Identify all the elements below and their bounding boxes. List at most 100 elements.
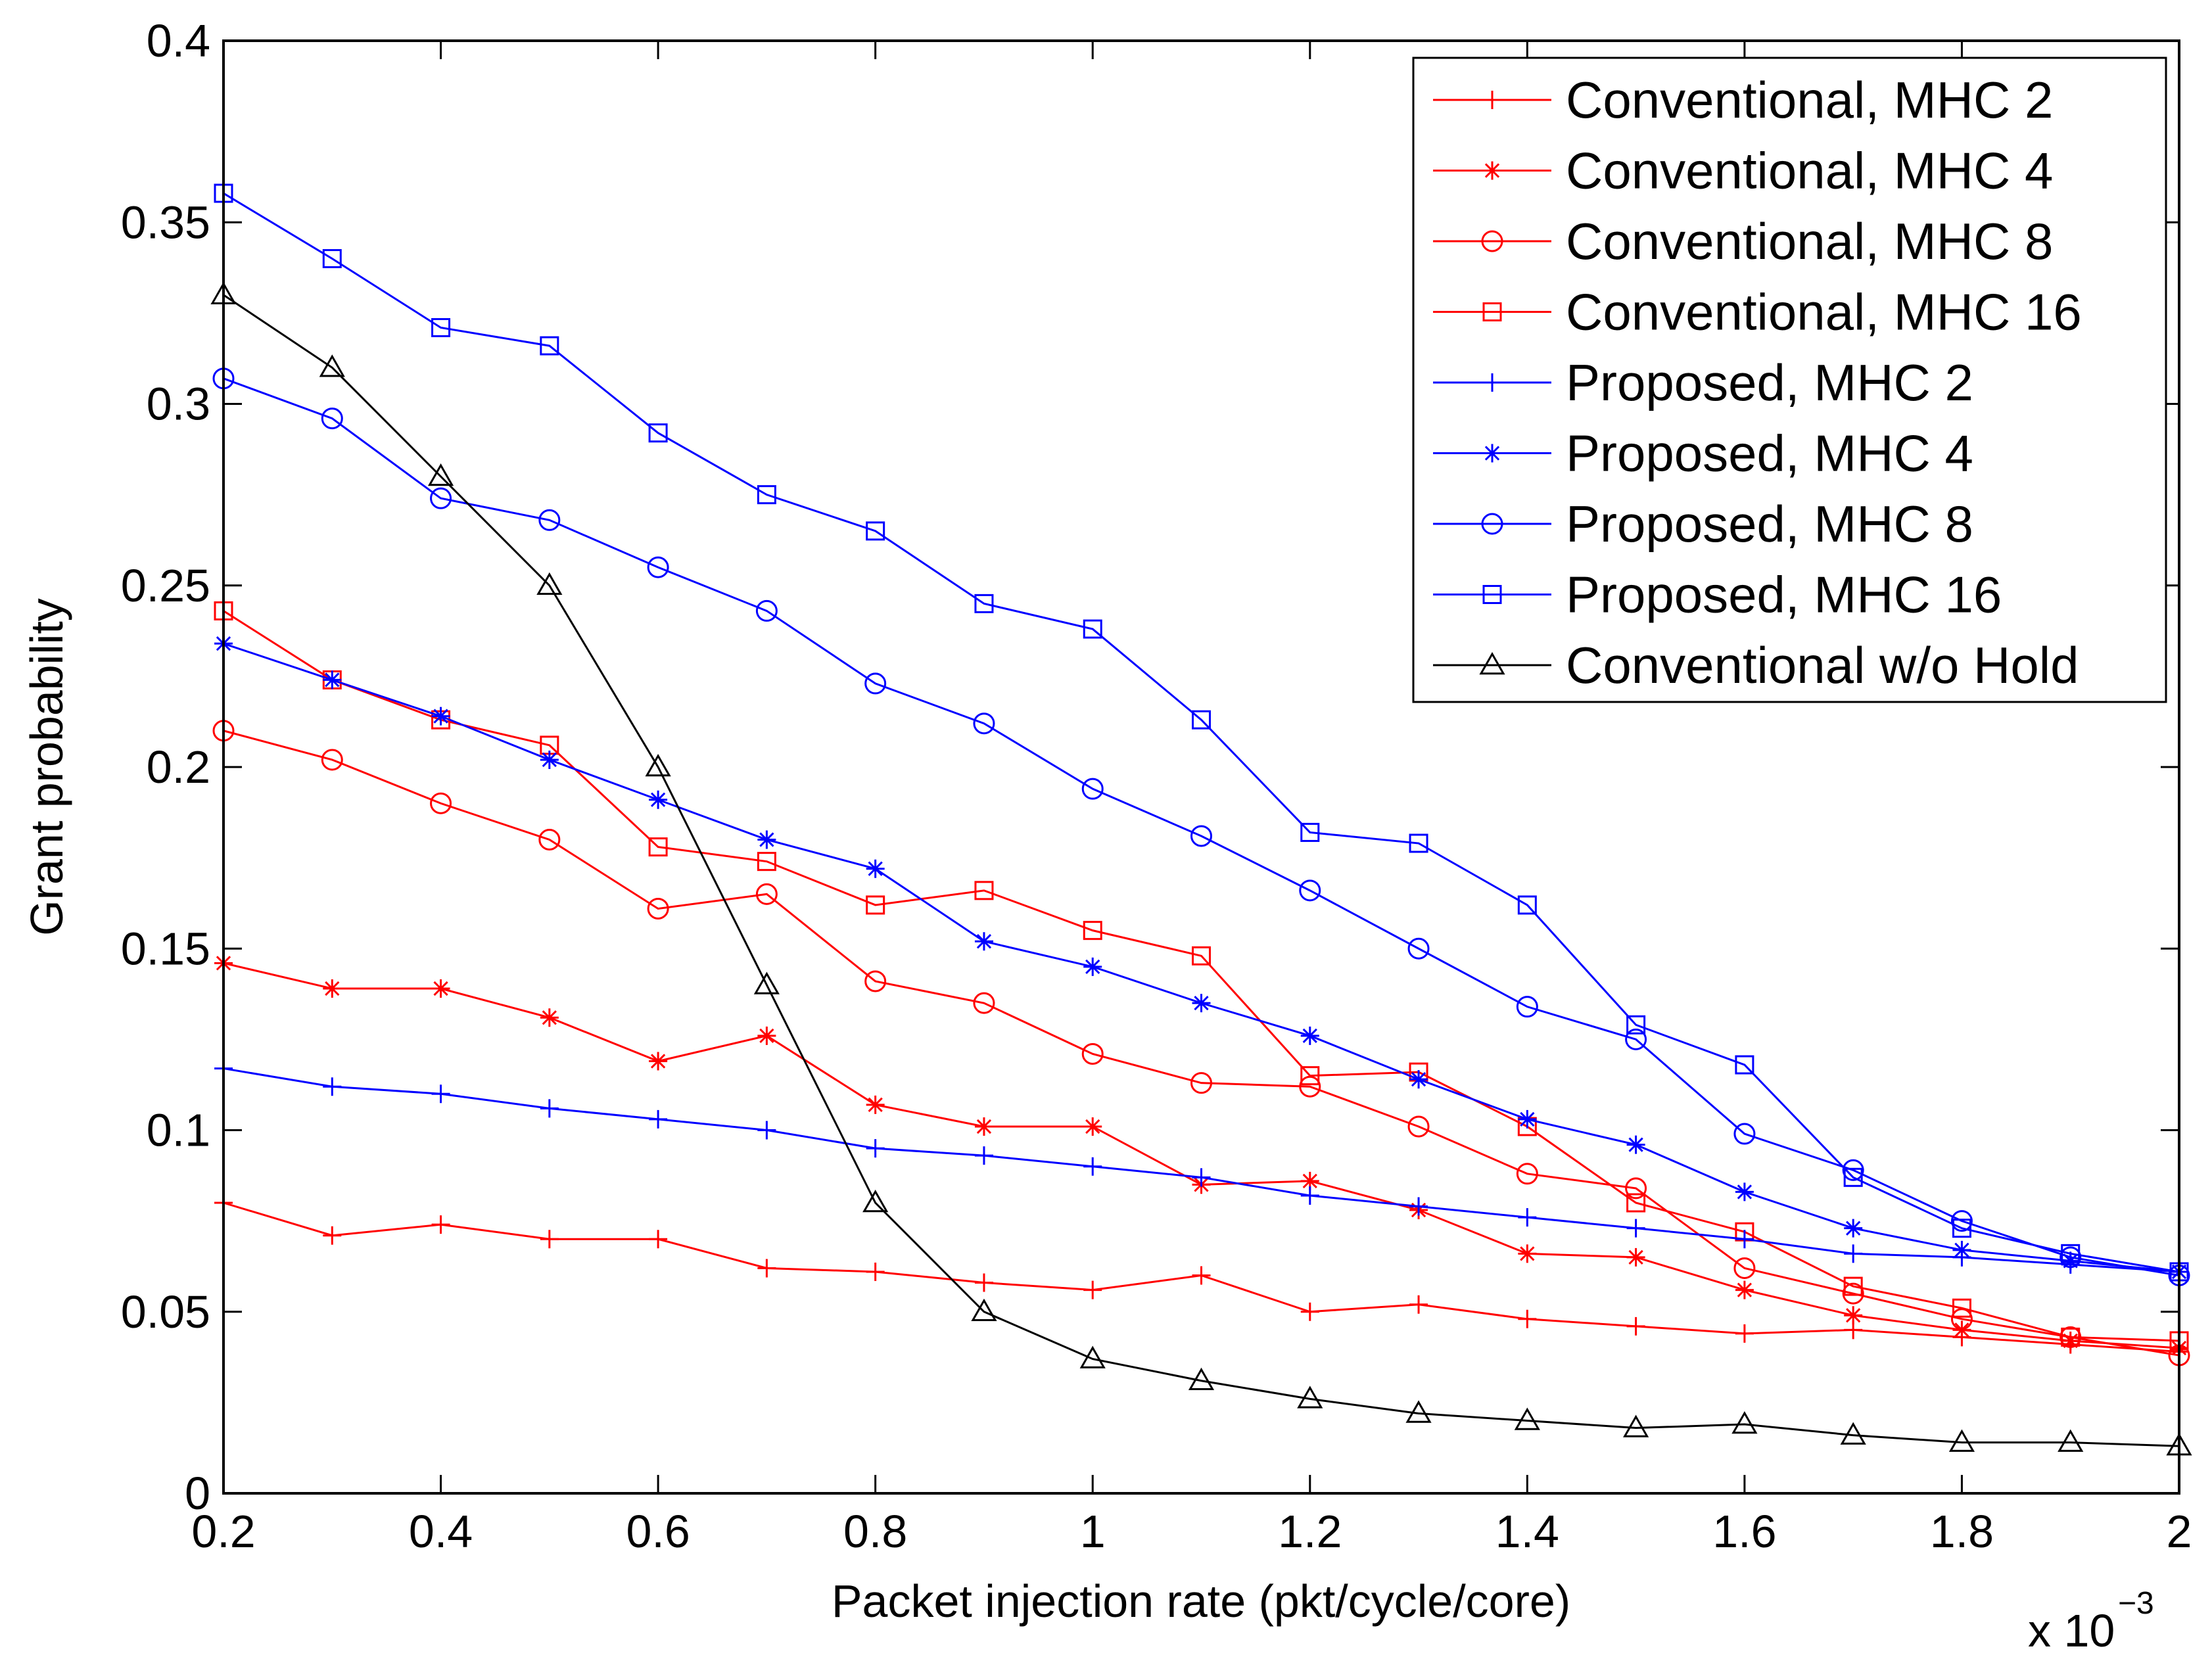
data-point-marker (755, 599, 778, 622)
x-tick-label: 2 (2167, 1506, 2192, 1557)
data-point-marker (649, 790, 668, 809)
data-point-marker (757, 485, 776, 505)
legend-label: Conventional, MHC 16 (1566, 283, 2082, 341)
data-point-marker (321, 408, 343, 430)
data-point-marker (1083, 1280, 1102, 1299)
data-point-marker (323, 670, 342, 689)
legend-label: Conventional, MHC 8 (1566, 212, 2053, 270)
data-point-marker (1300, 822, 1320, 842)
data-point-marker (1952, 1219, 1971, 1238)
data-point-marker (645, 753, 671, 777)
data-point-marker (540, 336, 559, 356)
data-point-marker (323, 1226, 342, 1245)
data-point-marker (431, 1084, 450, 1104)
data-point-marker (648, 423, 668, 443)
y-tick-label: 0.25 (121, 560, 210, 611)
x-axis-multiplier: x 10 −3 (2028, 1586, 2154, 1655)
data-point-marker (1733, 1123, 1756, 1145)
data-point-marker (1950, 1308, 1973, 1330)
data-point-marker (1192, 1168, 1211, 1187)
data-point-marker (649, 1052, 668, 1071)
y-axis-label: Grant probability (21, 598, 72, 936)
data-point-marker (1731, 1410, 1758, 1434)
series-line (223, 294, 2180, 1447)
data-point-marker (1192, 946, 1211, 966)
data-point-marker (1083, 1117, 1102, 1136)
data-point-marker (1626, 1219, 1645, 1238)
data-point-marker (2061, 1327, 2081, 1347)
data-point-marker (1625, 1028, 1647, 1050)
data-point-marker (321, 749, 343, 771)
data-point-marker (1518, 1208, 1537, 1227)
y-tick-label: 0.35 (121, 197, 210, 248)
data-point-marker (1083, 957, 1102, 976)
data-point-marker (974, 1146, 993, 1165)
data-point-marker (1483, 444, 1501, 463)
series-line (223, 377, 2180, 1276)
data-point-marker (647, 897, 669, 920)
data-point-marker (1482, 302, 1502, 321)
data-point-marker (1409, 1295, 1428, 1314)
data-point-marker (540, 1008, 559, 1027)
data-point-marker (1190, 825, 1212, 847)
data-point-marker (1952, 1298, 1971, 1318)
data-point-marker (431, 979, 450, 998)
data-point-marker (2061, 1244, 2081, 1263)
x-tick-label: 0.6 (626, 1506, 690, 1557)
y-tick-label: 0.05 (121, 1286, 210, 1338)
data-point-marker (2061, 1331, 2080, 1350)
legend-label: Conventional, MHC 2 (1566, 71, 2053, 129)
data-point-marker (1518, 1244, 1537, 1263)
data-point-marker (540, 750, 559, 769)
data-point-marker (1297, 1386, 1323, 1409)
data-point-marker (2061, 1251, 2080, 1270)
data-point-marker (866, 1262, 885, 1281)
y-tick-label: 0.2 (147, 741, 210, 793)
data-point-marker (1517, 895, 1537, 915)
legend-entry: Conventional, MHC 8 (1433, 212, 2053, 270)
data-point-marker (753, 971, 780, 994)
data-point-marker (866, 1139, 885, 1158)
x-tick-label: 1.8 (1930, 1506, 1994, 1557)
series-7 (212, 367, 2190, 1286)
data-point-marker (974, 1273, 993, 1292)
legend-entry: Proposed, MHC 16 (1433, 566, 2002, 624)
axes: 0.2 0.4 0.6 0.8 1 1.2 1.4 1.6 1.8 2 0 0.05 0.1 0.15 0.… (121, 15, 2192, 1557)
x-tick-label: 1 (1080, 1506, 1106, 1557)
y-tick-label: 0.1 (147, 1105, 210, 1156)
legend-entry: Conventional, MHC 2 (1433, 71, 2053, 129)
plot-area-frame (222, 39, 2180, 1495)
data-point-marker (1735, 1280, 1754, 1299)
y-tick-label: 0.15 (121, 923, 210, 974)
x-tick-label: 0.4 (409, 1506, 473, 1557)
data-point-marker (649, 1230, 668, 1249)
data-point-marker (1192, 994, 1211, 1013)
legend-entry: Conventional, MHC 16 (1433, 283, 2082, 341)
data-point-marker (757, 852, 776, 872)
data-point-marker (1083, 921, 1102, 941)
legend-label: Proposed, MHC 16 (1566, 566, 2002, 624)
data-point-marker (430, 792, 452, 814)
data-point-marker (1625, 1177, 1647, 1200)
data-point-marker (1844, 1244, 1863, 1263)
data-point-marker (1735, 1055, 1754, 1075)
series-line (223, 730, 2180, 1357)
data-point-marker (2058, 1429, 2084, 1452)
legend-label: Proposed, MHC 2 (1566, 354, 1973, 411)
series-8 (214, 183, 2189, 1282)
data-point-marker (1192, 710, 1211, 730)
x-tick-label: 0.8 (843, 1506, 907, 1557)
data-point-marker (755, 883, 778, 905)
data-point-marker (1844, 1306, 1863, 1325)
data-point-marker (1299, 879, 1321, 902)
y-tick-label: 0.4 (147, 15, 210, 66)
data-point-marker (971, 1298, 997, 1321)
data-point-marker (973, 712, 995, 735)
legend-label: Proposed, MHC 8 (1566, 495, 1973, 553)
data-point-marker (431, 317, 451, 337)
data-point-marker (1300, 1186, 1319, 1205)
x-axis-multiplier-base: x 10 (2028, 1605, 2115, 1655)
data-point-marker (319, 354, 345, 377)
data-point-marker (866, 895, 885, 915)
